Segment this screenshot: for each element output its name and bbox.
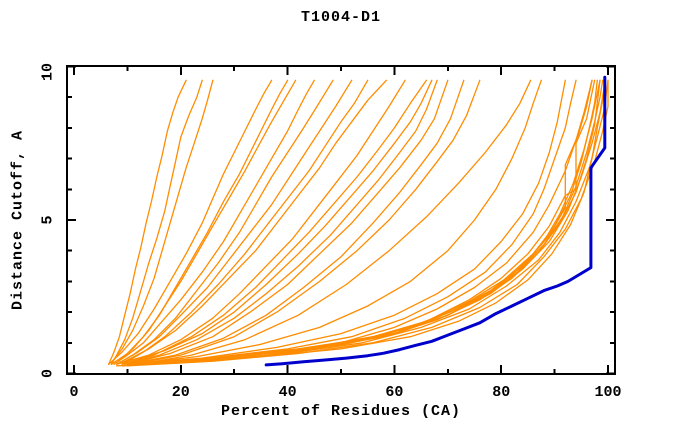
model-line xyxy=(110,79,214,364)
x-axis-title: Percent of Residues (CA) xyxy=(220,403,462,420)
model-line xyxy=(142,79,606,365)
model-line xyxy=(118,79,353,364)
model-line xyxy=(137,79,532,365)
model-line xyxy=(121,79,601,367)
model-line xyxy=(116,79,606,367)
model-line xyxy=(110,79,203,365)
model-line xyxy=(108,79,187,365)
model-line xyxy=(108,79,273,365)
model-line xyxy=(132,79,481,365)
model-line xyxy=(121,79,428,365)
x-tick-label: 80 xyxy=(492,384,510,401)
model-line xyxy=(116,79,406,365)
model-line xyxy=(124,79,438,365)
model-line xyxy=(116,79,297,364)
plot-frame xyxy=(66,65,616,375)
model-line xyxy=(126,79,593,365)
model-line xyxy=(121,79,388,364)
x-tick-label: 100 xyxy=(594,384,621,401)
model-line xyxy=(126,79,593,365)
chart-title: T1004-D1 xyxy=(300,9,381,26)
model-line xyxy=(126,79,433,364)
y-tick-label: 10 xyxy=(40,63,57,81)
best-model-line xyxy=(264,75,607,367)
model-line xyxy=(116,79,334,365)
x-tick-label: 20 xyxy=(172,384,190,401)
model-line xyxy=(132,79,577,365)
model-line xyxy=(126,79,566,365)
x-tick-label: 0 xyxy=(69,384,78,401)
x-tick-label: 60 xyxy=(385,384,403,401)
model-line xyxy=(126,79,465,365)
model-line xyxy=(121,79,609,367)
model-line xyxy=(137,79,604,365)
y-tick-label: 0 xyxy=(40,369,57,378)
model-line xyxy=(113,79,315,365)
model-line xyxy=(126,79,449,365)
x-tick-label: 40 xyxy=(279,384,297,401)
model-line xyxy=(121,79,369,365)
model-line xyxy=(132,79,542,365)
model-line xyxy=(132,79,601,365)
y-tick-label: 5 xyxy=(40,215,57,224)
model-line xyxy=(126,79,609,367)
model-line xyxy=(132,79,598,365)
